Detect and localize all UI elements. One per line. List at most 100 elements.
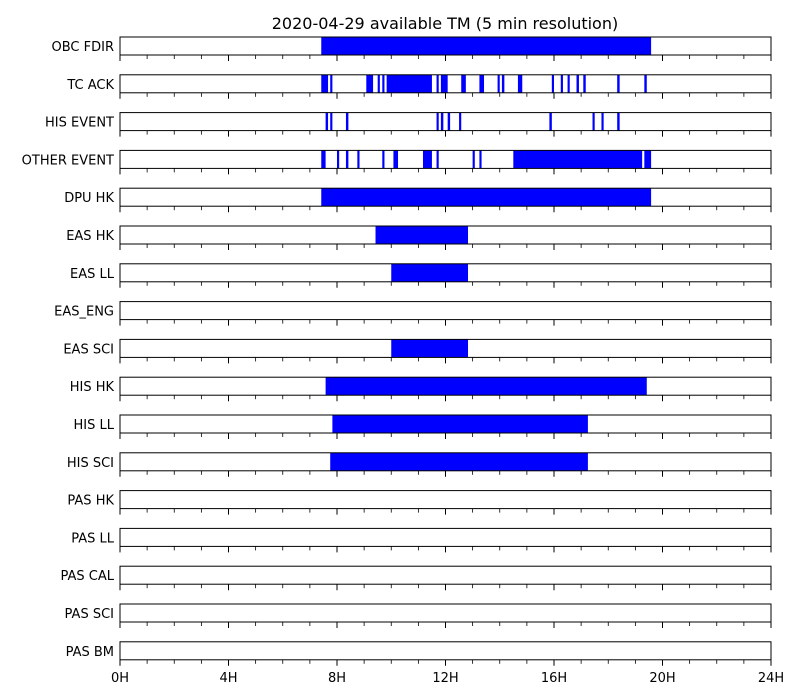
availability-bar <box>440 112 444 131</box>
row-label: EAS SCI <box>63 342 114 357</box>
row-label: OBC FDIR <box>52 40 115 55</box>
timeline-row: HIS HK <box>70 376 772 402</box>
x-tick-label: 4H <box>219 671 237 686</box>
availability-bar <box>321 150 326 169</box>
availability-bar <box>479 150 482 169</box>
row-label: DPU HK <box>64 191 114 206</box>
timeline-row: EAS_ENG <box>54 301 772 326</box>
availability-bar <box>325 377 647 396</box>
availability-bar <box>332 415 588 433</box>
row-label: PAS BM <box>66 645 114 660</box>
availability-bar <box>517 74 523 93</box>
timeline-row: HIS EVENT <box>45 112 772 137</box>
availability-bar <box>391 263 469 282</box>
x-tick-label: 24H <box>758 671 784 686</box>
x-tick-label: 16H <box>541 671 567 686</box>
availability-bar <box>382 74 385 93</box>
row-frame <box>119 641 772 661</box>
row-label: PAS SCI <box>65 607 114 622</box>
row-label: PAS HK <box>67 494 114 509</box>
availability-bar <box>567 74 570 93</box>
timeline-row: TC ACK <box>66 74 772 99</box>
row-frame <box>119 527 772 547</box>
timeline-row: PAS SCI <box>65 603 772 628</box>
x-tick-label: 8H <box>328 671 346 686</box>
x-tick-label: 20H <box>649 671 675 686</box>
timeline-row: PAS CAL <box>61 565 772 591</box>
timeline-row: HIS SCI <box>67 452 772 477</box>
availability-bar <box>513 150 643 169</box>
availability-bar <box>391 339 469 358</box>
availability-bar <box>436 112 439 131</box>
row-label: HIS EVENT <box>45 116 114 131</box>
availability-bar <box>644 74 647 93</box>
row-frame <box>119 301 772 321</box>
timeline-row: OBC FDIR <box>52 36 772 61</box>
availability-bar <box>549 112 552 131</box>
availability-bar <box>345 112 349 131</box>
availability-bar <box>386 74 432 93</box>
availability-bar <box>497 74 500 93</box>
availability-bar <box>337 150 340 169</box>
x-axis: 0H 4H 8H 12H 16H 20H 24H <box>111 671 784 686</box>
availability-bar <box>357 150 360 169</box>
timeline-row: OTHER EVENT <box>22 149 772 175</box>
row-label: HIS SCI <box>67 456 114 471</box>
timeline-row: EAS HK <box>66 225 772 250</box>
timeline-row: DPU HK <box>64 187 772 213</box>
row-frame <box>119 112 772 132</box>
row-label: EAS LL <box>70 267 115 282</box>
availability-bar <box>366 74 374 93</box>
availability-bar <box>472 150 475 169</box>
timeline-row: HIS LL <box>74 414 772 439</box>
x-tick-label: 0H <box>111 671 129 686</box>
availability-bar <box>479 74 485 93</box>
timeline-row: PAS BM <box>66 641 772 666</box>
timeline-row: EAS SCI <box>63 338 772 364</box>
row-label: HIS HK <box>70 380 115 395</box>
availability-bar <box>436 150 439 169</box>
row-frame <box>119 149 772 169</box>
availability-bar <box>617 74 620 93</box>
row-label: PAS LL <box>71 531 115 546</box>
row-label: PAS CAL <box>61 569 115 584</box>
availability-bar <box>576 74 579 93</box>
row-frame <box>119 603 772 623</box>
row-frame <box>119 565 772 585</box>
availability-bar <box>459 112 462 131</box>
availability-bar <box>325 112 329 131</box>
availability-bar <box>345 150 349 169</box>
availability-bar <box>321 188 652 207</box>
availability-bar <box>447 112 451 131</box>
availability-bar <box>551 74 554 93</box>
availability-bar <box>601 112 604 131</box>
timeline-row: EAS LL <box>70 263 772 288</box>
availability-bar <box>440 74 448 93</box>
timeline-row: PAS HK <box>67 490 772 515</box>
chart-title: 2020-04-29 available TM (5 min resolutio… <box>272 14 618 33</box>
availability-bar <box>321 37 652 55</box>
availability-bar <box>393 150 399 169</box>
availability-bar <box>382 150 385 169</box>
timeline-rows: OBC FDIR TC ACK HIS EVENT OTHER EVENT DPU HK… <box>22 36 772 666</box>
availability-bar <box>501 74 505 93</box>
availability-bar <box>321 74 329 93</box>
availability-bar <box>422 150 432 169</box>
availability-bar <box>592 112 595 131</box>
availability-bar <box>644 150 652 169</box>
availability-bar <box>330 452 588 471</box>
timeline-row: PAS LL <box>71 527 772 553</box>
row-label: EAS_ENG <box>54 305 114 320</box>
x-tick-label: 12H <box>432 671 458 686</box>
availability-bar <box>583 74 586 93</box>
availability-bar <box>330 112 333 131</box>
availability-bar <box>461 74 466 93</box>
row-label: HIS LL <box>74 418 115 433</box>
availability-bar <box>560 74 563 93</box>
row-label: EAS HK <box>66 229 114 244</box>
availability-bar <box>375 226 469 244</box>
row-label: TC ACK <box>66 78 114 93</box>
availability-bar <box>436 74 439 93</box>
availability-bar <box>330 74 333 93</box>
